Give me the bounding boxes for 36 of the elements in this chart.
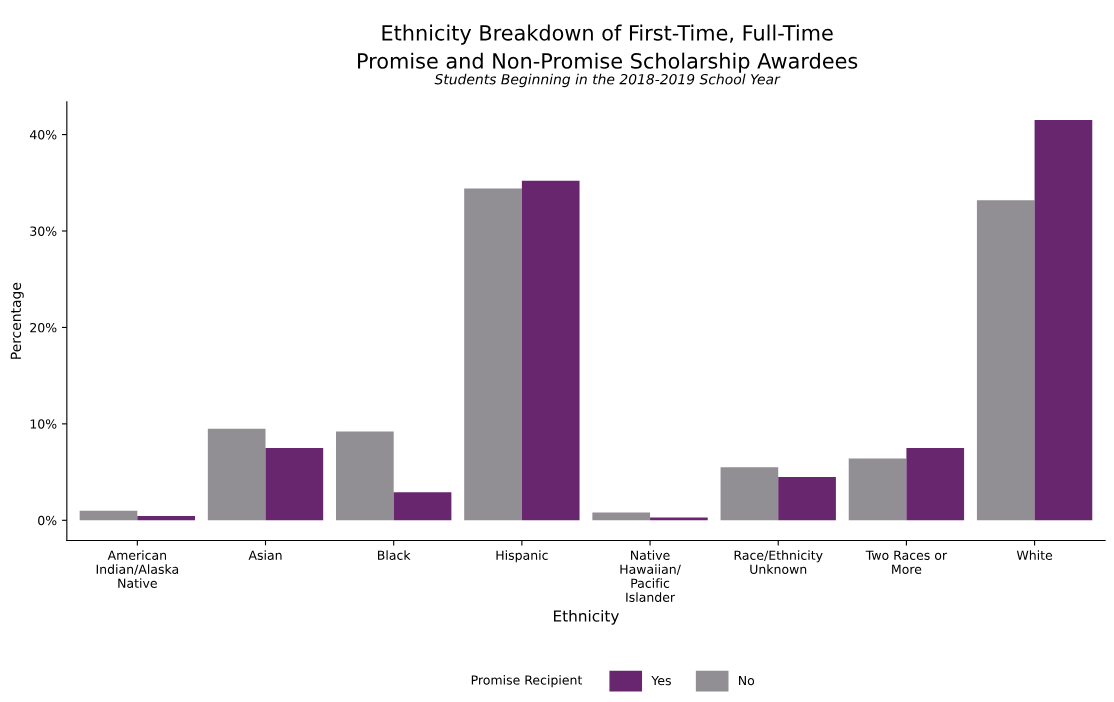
bar <box>79 510 138 521</box>
bar <box>393 492 452 521</box>
x-axis-title: Ethnicity <box>554 609 619 625</box>
x-tick-label: Native Hawaiian/ Pacific Islander <box>620 550 681 602</box>
bar <box>848 458 907 521</box>
legend-label: No <box>739 675 755 686</box>
bar <box>592 512 651 521</box>
x-tick-label: Hispanic <box>496 550 548 563</box>
legend-label: Yes <box>651 675 671 686</box>
y-tick-label: 40% <box>29 130 57 140</box>
bar <box>720 467 779 521</box>
x-tick-label: Two Races or More <box>865 550 948 574</box>
y-tick-label: 0% <box>38 515 57 526</box>
legend-title: Promise Recipient <box>471 675 583 688</box>
bar <box>1034 120 1093 521</box>
y-tick-label: 30% <box>30 226 57 236</box>
bar <box>906 447 965 521</box>
x-tick-label: Asian <box>248 550 282 560</box>
y-tick-label: 20% <box>30 322 57 333</box>
bar <box>650 517 708 521</box>
y-axis-title: Percentage <box>10 282 24 359</box>
bar <box>976 200 1035 521</box>
x-tick-label: Race/Ethnicity Unknown <box>734 550 823 574</box>
x-tick-label: Black <box>378 550 411 560</box>
bar <box>778 476 836 521</box>
x-tick-label: American Indian/Alaska Native <box>96 550 179 588</box>
bar <box>336 431 394 521</box>
bar <box>207 428 266 521</box>
chart-title: Ethnicity Breakdown of First-Time, Full-Time Promise and Non-Promise Scholarship Awardees <box>358 24 858 73</box>
bar <box>464 188 522 521</box>
chart-subtitle: Students Beginning in the 2018-2019 School Year <box>434 73 781 88</box>
bar <box>521 180 580 521</box>
x-tick-label: White <box>1016 550 1053 560</box>
bar <box>265 447 324 521</box>
y-tick-label: 10% <box>30 419 57 429</box>
bar <box>137 515 196 521</box>
